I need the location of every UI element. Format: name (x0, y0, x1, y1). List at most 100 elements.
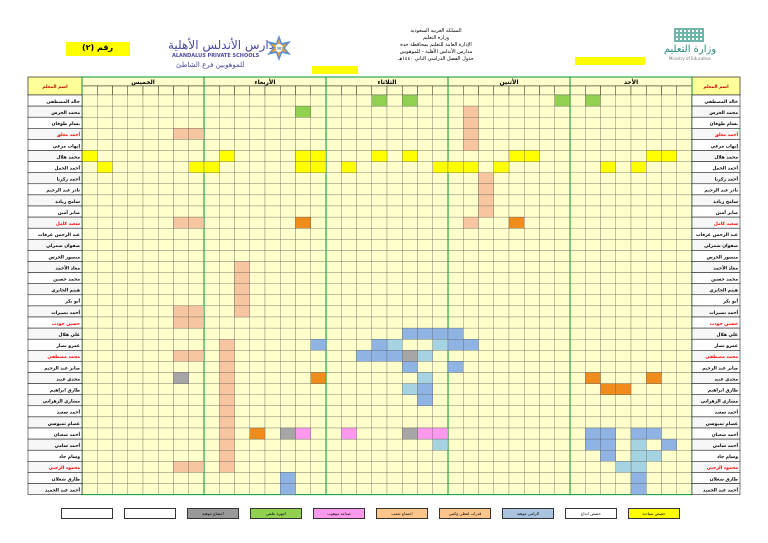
grid-cell (158, 483, 174, 495)
grid-cell (646, 461, 662, 473)
colored-cell (219, 438, 235, 451)
grid-cell (524, 361, 540, 373)
grid-cell (478, 161, 494, 173)
grid-cell (325, 194, 342, 207)
grid-cell (386, 105, 403, 118)
teacher-name: أبو بكر (64, 298, 80, 305)
teacher-name: أحمد معلق (57, 131, 81, 138)
colored-cell (280, 483, 296, 495)
grid-cell (508, 194, 525, 207)
grid-cell (112, 350, 128, 362)
grid-cell (432, 216, 449, 229)
grid-cell (81, 139, 98, 151)
grid-cell (661, 416, 677, 429)
grid-cell (112, 117, 128, 129)
grid-cell (524, 416, 540, 429)
grid-cell (188, 205, 205, 218)
grid-cell (539, 483, 555, 495)
grid-cell (432, 383, 449, 395)
grid-cell (402, 405, 418, 418)
grid-cell (112, 216, 128, 229)
grid-cell (142, 394, 159, 406)
grid-cell (402, 461, 418, 473)
grid-cell (280, 117, 296, 129)
grid-cell (417, 128, 433, 140)
grid-cell (646, 139, 662, 151)
grid-cell (173, 150, 189, 162)
grid-cell (676, 194, 693, 207)
grid-cell (97, 305, 113, 318)
colored-cell (463, 105, 479, 118)
grid-cell (295, 228, 311, 240)
school-name-ar: مدارس الأندلس الأهلية (168, 38, 282, 52)
grid-cell (432, 139, 449, 151)
grid-cell (402, 472, 418, 484)
teacher-name: عصام تمبوسي (706, 422, 738, 427)
grid-cell (676, 272, 693, 284)
header: وزارة التعليم Ministry of Education المم… (0, 0, 768, 74)
grid-cell (463, 94, 479, 107)
grid-cell (97, 194, 113, 207)
teacher-name: عمرو نصار (713, 344, 738, 349)
day-label: الأحد (624, 78, 638, 86)
grid-cell (524, 405, 540, 418)
grid-cell (539, 183, 555, 196)
period-header (264, 85, 281, 96)
grid-cell (630, 283, 647, 295)
grid-cell (432, 117, 449, 129)
grid-cell (615, 316, 632, 329)
grid-cell (325, 117, 342, 129)
grid-cell (234, 327, 250, 340)
grid-cell (585, 361, 601, 373)
grid-cell (142, 172, 159, 184)
grid-cell (280, 128, 296, 140)
grid-cell (325, 450, 342, 462)
grid-cell (280, 327, 296, 340)
grid-cell (249, 339, 266, 351)
grid-cell (325, 161, 342, 173)
teacher-name: صابر أمين (58, 209, 80, 216)
grid-cell (142, 427, 159, 440)
grid-cell (264, 183, 281, 196)
grid-cell (264, 128, 281, 140)
grid-cell (295, 394, 311, 406)
grid-cell (508, 283, 525, 295)
colored-cell (478, 194, 494, 207)
teacher-name: مجدي عبيد (714, 377, 738, 382)
grid-cell (585, 105, 601, 118)
grid-cell (493, 172, 510, 184)
grid-cell (524, 383, 540, 395)
grid-cell (142, 438, 159, 451)
grid-cell (600, 472, 616, 484)
grid-cell (341, 305, 357, 318)
grid-cell (203, 450, 220, 462)
grid-cell (325, 150, 342, 162)
grid-cell (539, 139, 555, 151)
colored-cell (234, 294, 250, 307)
grid-cell (646, 383, 662, 395)
grid-cell (341, 361, 357, 373)
grid-cell (295, 461, 311, 473)
grid-cell (554, 472, 571, 484)
grid-cell (295, 139, 311, 151)
grid-cell (81, 194, 98, 207)
grid-cell (295, 94, 311, 107)
grid-cell (280, 216, 296, 229)
grid-cell (661, 461, 677, 473)
grid-cell (97, 472, 113, 484)
grid-cell (81, 372, 98, 384)
day-label: الثلاثاء (378, 79, 397, 86)
grid-cell (325, 205, 342, 218)
grid-cell (417, 194, 433, 207)
grid-cell (493, 272, 510, 284)
grid-cell (295, 183, 311, 196)
grid-cell (234, 250, 250, 262)
grid-cell (402, 128, 418, 140)
grid-cell (463, 450, 479, 462)
grid-cell (371, 117, 388, 129)
colored-cell (524, 150, 540, 162)
grid-cell (463, 372, 479, 384)
grid-cell (356, 438, 372, 451)
grid-cell (417, 239, 433, 251)
grid-cell (234, 339, 250, 351)
